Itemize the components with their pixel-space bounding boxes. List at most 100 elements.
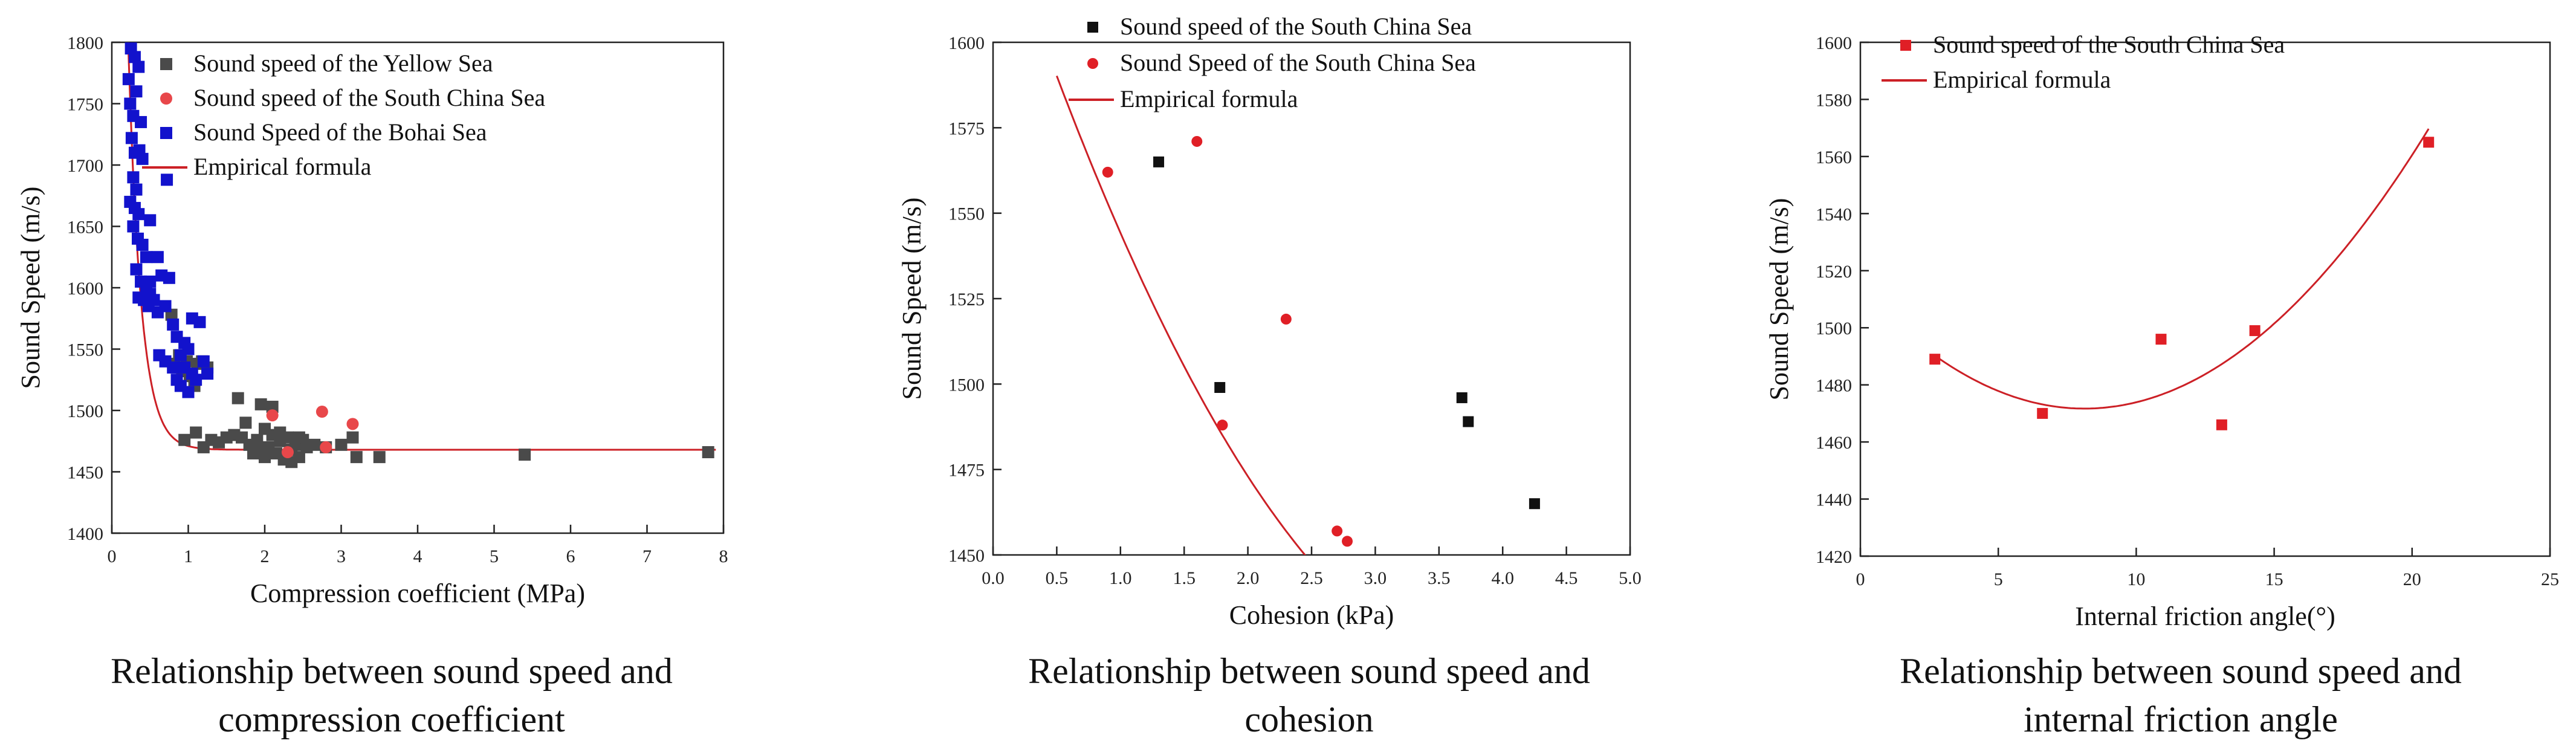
data-point [2216,419,2227,430]
data-point [182,386,195,398]
data-point [2423,137,2435,148]
y-tick-label: 1400 [67,524,103,544]
data-point [350,451,363,464]
y-tick-label: 1550 [67,340,103,360]
y-tick-label: 1550 [948,204,985,224]
data-point [1456,392,1468,403]
data-point [281,446,294,459]
y-axis-label: Sound Speed (m/s) [16,187,45,389]
x-tick-label: 2.0 [1237,568,1260,588]
y-tick-label: 1440 [1816,490,1852,510]
data-point [144,214,157,227]
legend-marker [1900,40,1911,51]
data-point [239,417,252,429]
legend-label: Sound speed of the South China Sea [193,84,545,111]
data-point [2249,325,2260,336]
series-2 [122,42,214,398]
y-tick-label: 1450 [67,463,103,483]
data-point [151,251,164,264]
data-point [1102,166,1113,178]
data-point [308,438,321,451]
y-tick-label: 1600 [948,33,985,53]
x-tick-label: 15 [2265,569,2283,589]
data-point [1191,135,1203,147]
x-tick-label: 5 [1994,569,2003,589]
x-tick-label: 3.0 [1364,568,1387,588]
y-tick-label: 1420 [1816,547,1852,567]
legend: Sound speed of the South China Sea Empiri… [1882,31,2285,93]
chart-internal-friction-angle: 0 5 10 15 20 25142014401460148015001520154015… [1764,31,2559,631]
data-point [159,300,172,313]
fit-curve [1055,75,1306,555]
data-point [320,441,332,453]
x-axis-label: Cohesion (kPa) [1229,600,1394,630]
data-point [127,220,140,233]
data-point [1280,313,1292,325]
series-1 [1102,135,1353,547]
data-point [1332,525,1343,537]
x-tick-label: 1.5 [1173,568,1196,588]
data-point [1342,536,1353,547]
legend-label: Sound Speed of the South China Sea [1120,49,1476,76]
x-tick-label: 8 [719,546,728,566]
x-tick-label: 5 [490,546,499,566]
series-0 [1929,137,2435,430]
series-1 [266,406,359,459]
plot-frame [1859,41,2551,557]
data-point [1529,498,1540,510]
data-point [178,337,191,349]
x-tick-label: 20 [2403,569,2421,589]
data-point [1463,416,1474,427]
data-point [132,208,145,221]
data-point [144,275,157,288]
legend-label: Empirical formula [1120,85,1298,112]
plot-frame [111,41,725,534]
legend: Sound speed of the South China Sea Sound … [1069,13,1476,112]
x-tick-label: 0 [108,546,117,566]
data-point [167,361,180,374]
x-tick-label: 10 [2127,569,2145,589]
data-point [1153,156,1165,167]
data-point [132,60,145,73]
data-point [251,441,264,453]
x-axis-label: Compression coefficient (MPa) [250,579,585,608]
caption-line-1: Relationship between sound speed and [111,651,673,691]
data-point [197,355,210,368]
y-axis-label: Sound Speed (m/s) [897,198,927,400]
series-0 [1153,156,1540,510]
data-point [1214,381,1226,393]
data-point [373,451,386,464]
legend-label: Sound speed of the South China Sea [1933,31,2285,58]
legend-marker [160,58,172,70]
data-point [140,251,152,264]
caption-internal-friction-angle: Relationship between sound speed and int… [1848,647,2513,744]
legend-marker [160,127,172,139]
data-point [136,238,149,251]
x-tick-label: 0.5 [1046,568,1069,588]
data-point [130,183,143,196]
data-point [702,446,714,459]
data-point [124,97,137,110]
y-tick-label: 1460 [1816,433,1852,453]
data-point [163,271,175,284]
data-point [125,132,138,144]
data-point [130,85,143,98]
fit-curve [1934,128,2430,410]
data-point [122,73,135,85]
y-tick-label: 1500 [67,401,103,421]
y-tick-label: 1520 [1816,262,1852,282]
y-tick-label: 1540 [1816,204,1852,224]
data-point [136,152,149,165]
plot-frame [992,41,1631,556]
data-point [132,291,145,304]
x-tick-label: 1 [184,546,193,566]
legend-label: Empirical formula [193,153,372,180]
caption-line-2: compression coefficient [218,699,565,739]
y-tick-label: 1450 [948,546,985,566]
caption-line-2: cohesion [1244,699,1374,739]
data-point [335,438,348,451]
x-axis-label: Internal friction angle(°) [2075,601,2335,631]
y-tick-label: 1575 [948,118,985,138]
y-tick-label: 1600 [67,279,103,299]
data-point [231,392,244,404]
